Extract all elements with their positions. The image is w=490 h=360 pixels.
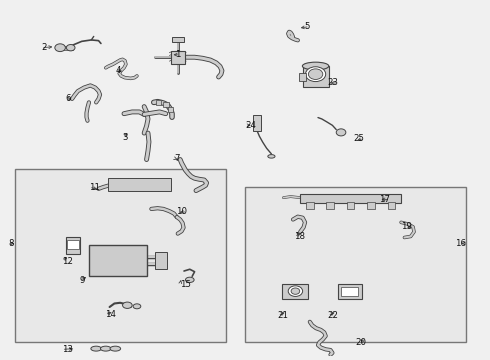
Bar: [67, 240, 79, 249]
Text: 25: 25: [353, 134, 364, 143]
Ellipse shape: [308, 69, 323, 80]
Bar: [341, 287, 358, 296]
Text: 2: 2: [41, 43, 47, 52]
Text: 16: 16: [455, 239, 466, 248]
Bar: [171, 51, 185, 64]
Text: 6: 6: [65, 94, 71, 103]
Text: 11: 11: [89, 183, 100, 192]
Bar: [306, 202, 314, 209]
Bar: [66, 237, 80, 254]
Ellipse shape: [336, 129, 346, 136]
Bar: [338, 284, 362, 299]
Text: 20: 20: [355, 338, 366, 347]
Text: 13: 13: [62, 345, 73, 354]
Bar: [156, 100, 161, 105]
Text: 14: 14: [105, 310, 116, 319]
Ellipse shape: [291, 288, 300, 294]
Text: 15: 15: [180, 280, 191, 289]
Bar: [245, 187, 466, 342]
Ellipse shape: [110, 346, 121, 351]
Bar: [326, 202, 334, 209]
Text: 4: 4: [115, 66, 121, 75]
Text: 12: 12: [62, 257, 73, 266]
Bar: [163, 102, 169, 107]
Text: 9: 9: [79, 276, 85, 285]
Bar: [168, 107, 173, 112]
Bar: [303, 66, 329, 86]
Text: 18: 18: [294, 232, 305, 241]
Ellipse shape: [91, 346, 101, 351]
Bar: [89, 245, 147, 276]
Text: 21: 21: [278, 311, 289, 320]
Bar: [388, 202, 395, 209]
Ellipse shape: [66, 45, 75, 51]
Bar: [300, 194, 401, 203]
Text: 7: 7: [174, 154, 179, 163]
Text: 19: 19: [401, 222, 412, 231]
Bar: [172, 37, 184, 42]
Text: 3: 3: [122, 133, 128, 142]
Text: 8: 8: [9, 239, 14, 248]
Bar: [367, 202, 375, 209]
Ellipse shape: [288, 286, 303, 296]
Ellipse shape: [55, 44, 65, 51]
Bar: [253, 115, 261, 131]
Ellipse shape: [302, 62, 329, 70]
Ellipse shape: [100, 346, 111, 351]
Ellipse shape: [305, 67, 326, 82]
Text: 10: 10: [176, 207, 187, 216]
Bar: [347, 202, 354, 209]
Ellipse shape: [122, 302, 132, 309]
Bar: [108, 178, 171, 191]
Bar: [15, 170, 226, 342]
Text: 23: 23: [328, 78, 339, 87]
Text: 5: 5: [304, 22, 310, 31]
Ellipse shape: [268, 154, 275, 158]
Bar: [58, 46, 73, 50]
Text: 17: 17: [379, 195, 390, 204]
Bar: [282, 284, 308, 299]
Ellipse shape: [185, 277, 194, 283]
Text: 22: 22: [328, 311, 339, 320]
Text: 24: 24: [245, 121, 256, 130]
Bar: [299, 73, 305, 81]
Ellipse shape: [133, 304, 141, 309]
Bar: [155, 252, 167, 269]
Text: 1: 1: [174, 50, 180, 59]
